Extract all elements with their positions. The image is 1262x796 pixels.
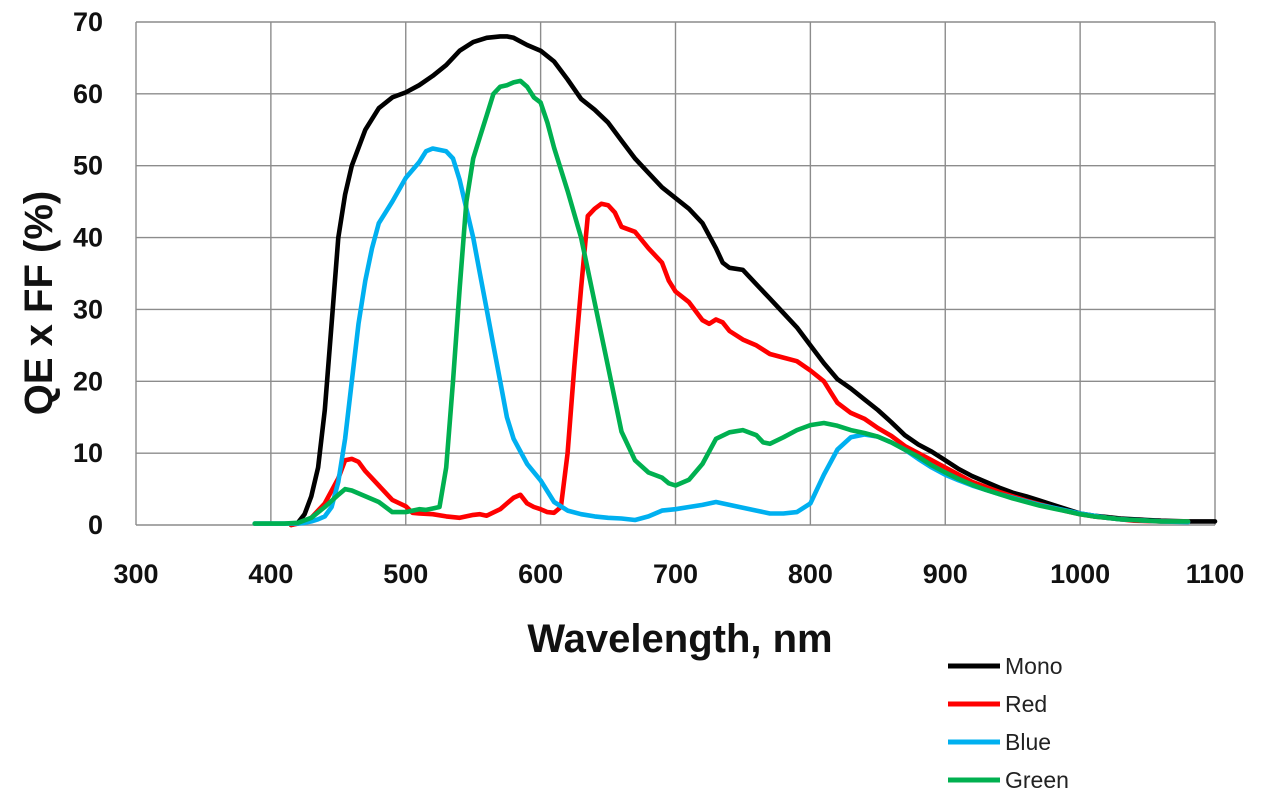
series-line-mono bbox=[288, 34, 1218, 528]
legend-label-red: Red bbox=[1005, 691, 1047, 717]
y-tick-label: 0 bbox=[88, 510, 103, 540]
legend-label-blue: Blue bbox=[1005, 729, 1051, 755]
x-tick-label: 700 bbox=[653, 559, 698, 589]
x-tick-labels: 300 400 500 600 700 800 900 1000 1100 bbox=[113, 559, 1244, 589]
legend-label-green: Green bbox=[1005, 767, 1069, 793]
y-axis-title: QE x FF (%) bbox=[17, 191, 61, 415]
x-tick-label: 1100 bbox=[1186, 559, 1245, 589]
legend: Mono Red Blue Green bbox=[948, 653, 1069, 793]
x-tick-label: 600 bbox=[518, 559, 563, 589]
x-axis-title: Wavelength, nm bbox=[527, 617, 832, 661]
series-line-red bbox=[288, 201, 1191, 528]
series-lines bbox=[252, 34, 1218, 528]
x-tick-label: 900 bbox=[923, 559, 968, 589]
grid bbox=[135, 21, 1216, 526]
series-line-green bbox=[252, 78, 1191, 526]
y-tick-label: 10 bbox=[73, 438, 103, 468]
x-tick-label: 400 bbox=[248, 559, 293, 589]
x-tick-label: 500 bbox=[383, 559, 428, 589]
x-tick-label: 1000 bbox=[1050, 559, 1110, 589]
series-line-blue bbox=[252, 146, 1191, 526]
x-tick-label: 800 bbox=[788, 559, 833, 589]
y-tick-label: 40 bbox=[73, 223, 103, 253]
y-tick-labels: 0 10 20 30 40 50 60 70 bbox=[73, 7, 103, 540]
y-tick-label: 20 bbox=[73, 366, 103, 396]
legend-label-mono: Mono bbox=[1005, 653, 1063, 679]
y-tick-label: 60 bbox=[73, 79, 103, 109]
x-tick-label: 300 bbox=[113, 559, 158, 589]
y-tick-label: 70 bbox=[73, 7, 103, 37]
y-tick-label: 50 bbox=[73, 151, 103, 181]
y-tick-label: 30 bbox=[73, 294, 103, 324]
